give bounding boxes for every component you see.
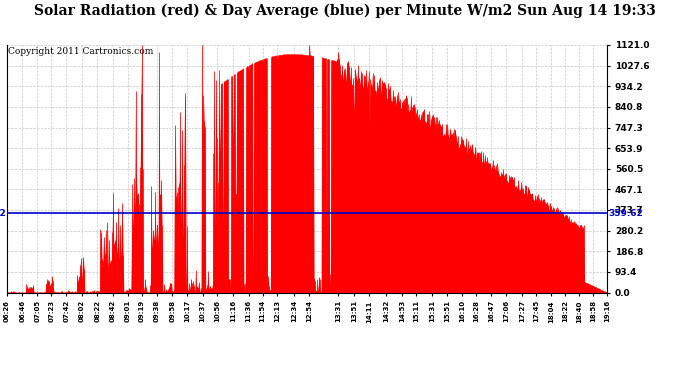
Text: 359.62: 359.62	[608, 209, 642, 218]
Text: Copyright 2011 Cartronics.com: Copyright 2011 Cartronics.com	[8, 48, 153, 57]
Text: 359.62: 359.62	[0, 209, 6, 218]
Text: Solar Radiation (red) & Day Average (blue) per Minute W/m2 Sun Aug 14 19:33: Solar Radiation (red) & Day Average (blu…	[34, 4, 656, 18]
